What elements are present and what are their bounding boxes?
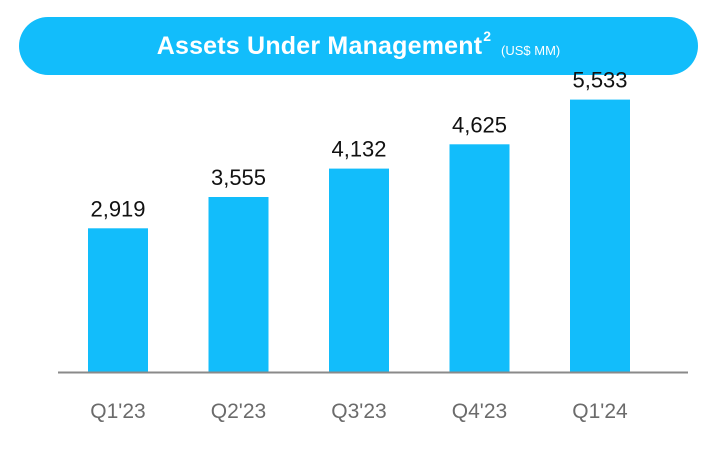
category-label-2: Q3'23 <box>331 400 386 423</box>
labels-layer: 2,919 Q1'23 3,555 Q2'23 4,132 Q3'23 4,625 Q4'23… <box>90 68 628 423</box>
bar-3 <box>449 144 510 372</box>
category-label-3: Q4'23 <box>452 400 507 423</box>
category-label-1: Q2'23 <box>211 400 266 423</box>
value-label-0: 2,919 <box>90 196 145 221</box>
bar-4 <box>570 99 630 372</box>
value-label-3: 4,625 <box>452 112 507 137</box>
bar-0 <box>88 228 148 372</box>
value-label-2: 4,132 <box>331 137 386 162</box>
bar-1 <box>208 197 269 372</box>
bar-2 <box>329 168 389 372</box>
chart-title: Assets Under Management <box>156 31 483 60</box>
unit-label: (US$ MM) <box>501 42 561 58</box>
footnote-marker: 2 <box>483 28 492 44</box>
category-label-0: Q1'23 <box>90 400 145 423</box>
value-label-4: 5,533 <box>572 68 627 93</box>
category-label-4: Q1'24 <box>572 400 628 423</box>
bars-layer <box>88 99 630 372</box>
chart-title-banner: Assets Under Management 2 (US$ MM) <box>19 17 698 75</box>
value-label-1: 3,555 <box>211 165 266 190</box>
